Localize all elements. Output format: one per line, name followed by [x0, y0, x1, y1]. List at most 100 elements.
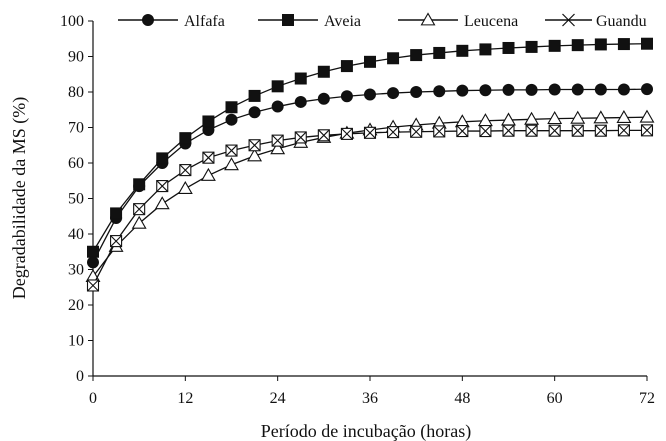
- data-point-alfafa: [479, 84, 492, 97]
- data-point-aveia: [525, 40, 538, 53]
- marker-cross: [294, 131, 307, 144]
- y-tick-label: 70: [68, 120, 84, 137]
- data-point-leucena: [570, 110, 586, 124]
- data-point-aveia: [571, 39, 584, 52]
- legend-label: Leucena: [464, 13, 518, 30]
- axes: 0 10 20 30 40 50 60 70 80 90 100 0 12 24 36 48 60 72: [60, 13, 655, 407]
- legend-marker: [282, 14, 294, 26]
- marker-cross: [618, 124, 630, 137]
- data-point-aveia: [387, 52, 400, 65]
- data-point-leucena: [270, 141, 286, 155]
- data-point-guandu: [133, 203, 146, 216]
- data-point-leucena: [477, 113, 493, 127]
- legend-item-alfafa: Alfafa: [118, 13, 225, 30]
- x-tick-label: 12: [177, 390, 193, 407]
- marker-cross: [133, 203, 146, 216]
- data-point-guandu: [179, 164, 192, 177]
- data-point-guandu: [594, 124, 607, 137]
- x-tick-label: 36: [362, 390, 378, 407]
- data-point-alfafa: [571, 83, 584, 96]
- data-point-alfafa: [317, 92, 330, 105]
- data-point-aveia: [433, 46, 446, 59]
- data-point-aveia: [410, 49, 423, 62]
- series-alfafa: [87, 83, 653, 269]
- data-point-leucena: [501, 112, 516, 126]
- marker-cross: [341, 128, 353, 140]
- data-point-leucena: [200, 167, 216, 181]
- marker-cross: [594, 124, 607, 137]
- data-point-aveia: [225, 101, 238, 114]
- data-point-leucena: [593, 110, 609, 124]
- series-line-aveia: [92, 43, 648, 253]
- marker-cross: [87, 279, 99, 292]
- marker-cross: [387, 126, 399, 139]
- data-point-leucena: [154, 196, 170, 210]
- data-point-guandu: [294, 131, 307, 144]
- marker-cross: [248, 139, 261, 152]
- data-point-aveia: [617, 38, 630, 51]
- marker-cross: [317, 129, 330, 142]
- data-point-alfafa: [248, 106, 261, 119]
- y-tick-label: 30: [68, 262, 84, 279]
- y-tick-label: 60: [68, 155, 84, 172]
- y-axis-label: Degradabilidade da MS (%): [9, 97, 30, 299]
- marker-cross: [456, 125, 469, 137]
- marker-cross: [641, 124, 653, 137]
- y-tick-label: 40: [68, 226, 84, 243]
- data-point-alfafa: [271, 100, 284, 113]
- marker-cross: [225, 144, 238, 157]
- data-point-alfafa: [525, 83, 538, 96]
- legend: Alfafa Aveia Leucena Guandu: [118, 12, 647, 30]
- data-point-aveia: [202, 115, 215, 128]
- marker-cross: [433, 125, 446, 138]
- legend-item-leucena: Leucena: [398, 12, 518, 30]
- data-point-alfafa: [548, 83, 561, 96]
- data-point-guandu: [225, 144, 238, 157]
- data-point-aveia: [456, 44, 469, 57]
- data-point-alfafa: [594, 83, 607, 96]
- data-point-guandu: [617, 124, 630, 137]
- legend-marker: [420, 12, 436, 26]
- data-point-alfafa: [433, 85, 446, 98]
- data-point-aveia: [179, 132, 192, 145]
- data-point-alfafa: [294, 95, 307, 108]
- data-point-guandu: [548, 124, 561, 137]
- data-point-guandu: [456, 125, 469, 138]
- legend-item-aveia: Aveia: [258, 13, 361, 30]
- data-point-aveia: [548, 39, 561, 52]
- y-tick-label: 20: [68, 297, 84, 314]
- data-point-guandu: [202, 151, 215, 164]
- series-aveia: [87, 37, 653, 258]
- marker-cross: [110, 235, 122, 247]
- marker-cross: [571, 124, 584, 137]
- data-point-guandu: [340, 127, 353, 140]
- data-point-guandu: [363, 126, 377, 139]
- data-point-aveia: [479, 43, 492, 56]
- y-tick-label: 0: [76, 368, 84, 385]
- data-point-leucena: [639, 109, 655, 123]
- data-point-aveia: [271, 80, 284, 93]
- legend-marker: [562, 13, 575, 27]
- marker-cross: [479, 125, 492, 137]
- data-point-guandu: [110, 235, 123, 248]
- data-point-alfafa: [364, 88, 376, 101]
- data-point-guandu: [156, 180, 169, 193]
- y-tick-label: 80: [68, 84, 84, 101]
- data-point-aveia: [594, 38, 607, 51]
- x-tick-label: 60: [547, 390, 563, 407]
- data-point-aveia: [317, 65, 330, 78]
- y-tick-label: 90: [68, 49, 84, 66]
- data-point-aveia: [87, 245, 99, 258]
- legend-label: Alfafa: [184, 13, 225, 30]
- marker-cross: [271, 134, 284, 147]
- data-point-aveia: [133, 178, 146, 191]
- data-point-leucena: [547, 111, 563, 125]
- data-point-alfafa: [641, 83, 653, 96]
- data-point-alfafa: [410, 86, 423, 98]
- data-point-aveia: [641, 37, 653, 50]
- y-tick-label: 10: [68, 333, 84, 350]
- legend-label: Guandu: [596, 13, 647, 30]
- data-point-aveia: [502, 41, 515, 54]
- data-point-aveia: [364, 55, 376, 68]
